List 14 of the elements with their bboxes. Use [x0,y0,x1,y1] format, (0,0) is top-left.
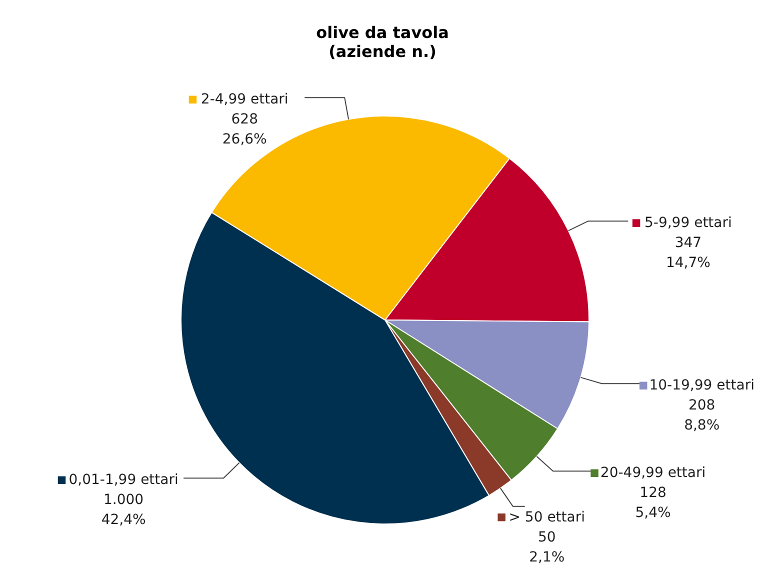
chart-title: olive da tavola [316,23,449,42]
legend-label: 2-4,99 ettari [200,92,288,108]
data-label: 347 14,7% [666,235,710,272]
data-label: 128 5,4% [635,485,671,522]
legend-label: 5-9,99 ettari [644,215,732,232]
legend-label: 10-19,99 ettari [649,378,754,394]
chart-subtitle: (aziende n.) [328,42,436,61]
data-label: 1.000 42,4% [101,492,146,528]
data-label: 208 8,8% [684,398,720,434]
legend-label: > 50 ettari [508,509,586,526]
legend-label: 0,01-1,99 ettari [68,472,178,488]
data-label: 628 26,6% [222,112,267,148]
data-label: 50 2,1% [529,529,565,566]
legend-label: 20-49,99 ettari [600,465,706,482]
